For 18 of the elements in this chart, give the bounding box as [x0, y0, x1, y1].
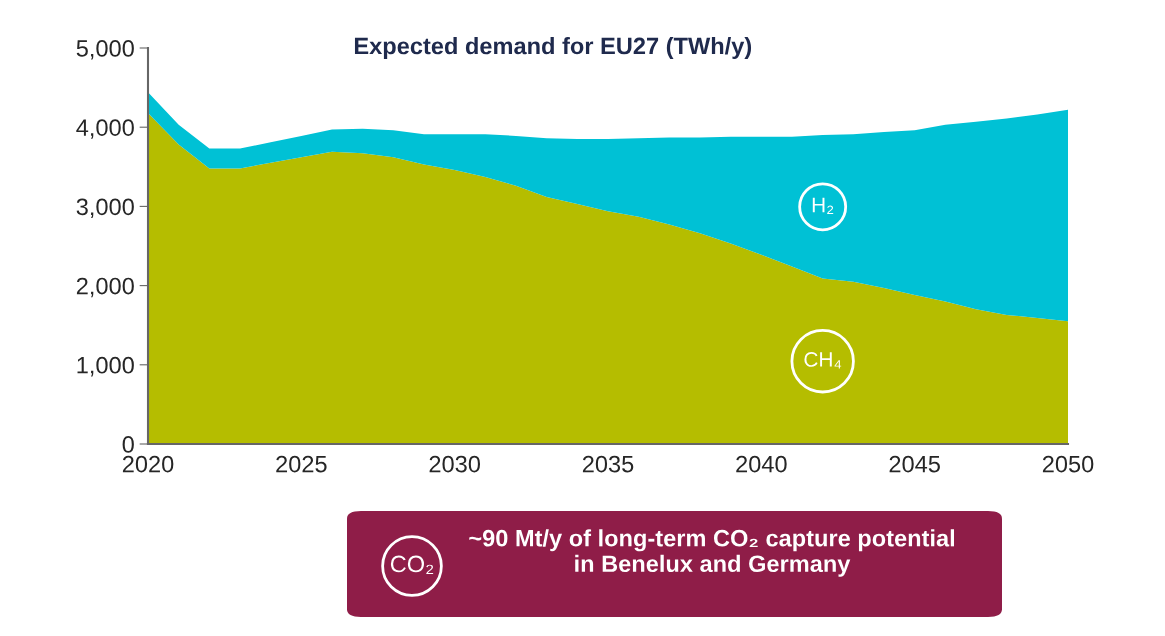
y-tick-label: 2,000 [76, 277, 134, 298]
x-tick-label: 2040 [736, 455, 787, 473]
x-tick-label: 2025 [276, 455, 327, 473]
x-tick-label: 2035 [582, 455, 634, 473]
x-tick-label: 2030 [429, 455, 481, 473]
text: CO₂ [390, 555, 434, 575]
series-label: H₂ [812, 197, 834, 214]
y-tick-label: 4,000 [76, 119, 134, 139]
y-tick-label: 5,000 [76, 40, 134, 60]
chart-title: Expected demand for EU27 (TWh/y) [354, 37, 752, 59]
x-tick-label: 2020 [122, 455, 174, 473]
x-tick-label: 2050 [1042, 455, 1094, 473]
y-tick-label: 1,000 [77, 356, 134, 377]
y-tick-label: 3,000 [76, 198, 134, 218]
y-tick-label: 0 [122, 436, 134, 453]
x-tick-label: 2045 [889, 455, 940, 473]
text: ~90 Mt/y of long-term CO₂ capture potential in Benelux and Germany [469, 529, 955, 577]
series-label: CH₄ [804, 352, 842, 369]
